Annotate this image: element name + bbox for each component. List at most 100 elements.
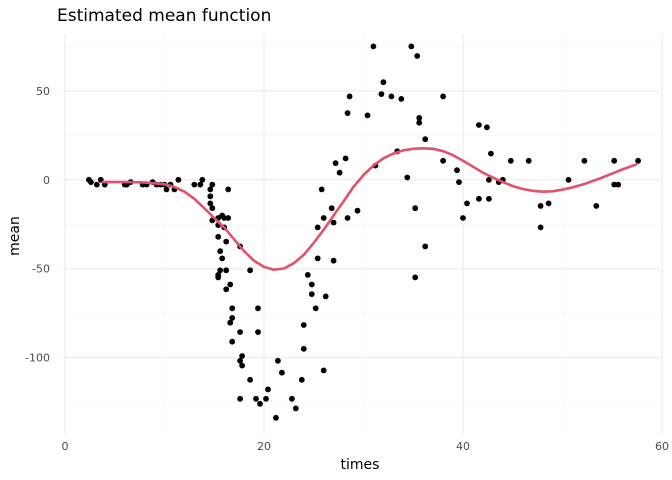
data-point <box>93 181 100 188</box>
data-point <box>88 179 94 186</box>
data-point <box>388 93 395 100</box>
data-point <box>263 395 269 402</box>
data-point <box>247 267 254 274</box>
data-point <box>300 322 307 328</box>
data-point <box>412 274 419 281</box>
data-point <box>486 176 492 183</box>
data-point <box>312 305 319 312</box>
data-point <box>229 315 236 321</box>
data-point <box>308 291 315 297</box>
data-point <box>215 274 222 281</box>
data-point <box>440 157 446 164</box>
data-point <box>354 207 361 214</box>
x-tick-label: 60 <box>655 440 669 453</box>
data-point <box>255 305 261 312</box>
x-tick-label: 0 <box>61 440 68 453</box>
data-point <box>370 43 377 50</box>
data-point <box>581 157 588 164</box>
data-point <box>207 186 214 193</box>
mean-curve <box>101 147 638 271</box>
data-point <box>611 157 618 164</box>
data-point <box>412 205 419 212</box>
data-point <box>476 195 482 202</box>
data-point <box>328 205 335 212</box>
data-point <box>225 186 232 193</box>
data-point <box>322 293 329 300</box>
data-point <box>380 79 387 86</box>
data-point <box>229 338 236 345</box>
plot-data <box>86 43 641 421</box>
data-point <box>537 203 544 209</box>
data-point <box>227 319 234 326</box>
data-point <box>318 186 325 193</box>
data-point <box>239 362 246 369</box>
data-point <box>422 136 429 143</box>
data-point <box>464 200 470 207</box>
data-point <box>507 157 514 164</box>
data-point <box>209 181 216 188</box>
data-point <box>229 305 236 312</box>
data-point <box>454 167 460 174</box>
data-point <box>199 176 206 183</box>
data-point <box>408 43 415 50</box>
y-tick-label: -50 <box>32 263 50 276</box>
data-point <box>344 110 351 116</box>
data-point <box>488 150 494 157</box>
data-point <box>364 112 371 119</box>
data-point <box>346 93 353 100</box>
data-point <box>289 395 295 402</box>
data-point <box>320 367 327 374</box>
data-point <box>537 224 544 231</box>
data-point <box>440 93 446 100</box>
x-axis-title: times <box>341 457 380 473</box>
y-tick-label: -100 <box>25 352 50 365</box>
data-point <box>221 215 228 221</box>
data-point <box>304 272 311 278</box>
x-tick-label: 40 <box>456 440 470 453</box>
data-point <box>255 329 261 335</box>
x-tick-label: 20 <box>257 440 271 453</box>
data-point <box>635 157 641 164</box>
data-point <box>414 53 421 59</box>
data-point <box>223 286 230 293</box>
data-point <box>239 353 246 359</box>
data-point <box>253 395 259 402</box>
data-point <box>320 215 327 221</box>
data-point <box>292 405 299 412</box>
y-axis-title: mean <box>7 216 23 256</box>
data-point <box>422 243 429 250</box>
data-point <box>565 176 572 183</box>
data-point <box>332 160 339 167</box>
data-point <box>416 119 423 126</box>
data-point <box>460 215 466 221</box>
data-point <box>237 395 244 402</box>
data-point <box>486 195 492 202</box>
data-point <box>217 267 224 274</box>
data-point <box>484 124 490 131</box>
data-point <box>308 281 315 288</box>
data-point <box>217 248 224 255</box>
data-point <box>416 115 423 121</box>
data-point <box>298 376 305 383</box>
data-point <box>314 224 321 231</box>
data-point <box>209 205 216 212</box>
data-point <box>593 203 600 209</box>
data-point <box>330 219 337 226</box>
data-point <box>398 96 405 102</box>
data-point <box>223 238 230 245</box>
data-point <box>237 329 244 335</box>
data-point <box>456 179 462 186</box>
data-point <box>404 174 411 181</box>
data-point <box>378 91 385 97</box>
data-point <box>273 414 279 421</box>
data-point <box>207 200 214 207</box>
tick-labels: 0 20 40 60 -100 -50 0 50 <box>25 85 669 453</box>
data-point <box>197 181 204 188</box>
data-point <box>247 376 254 383</box>
data-point <box>265 386 271 393</box>
data-point <box>615 181 622 188</box>
data-point <box>191 181 198 188</box>
data-point <box>314 255 321 262</box>
